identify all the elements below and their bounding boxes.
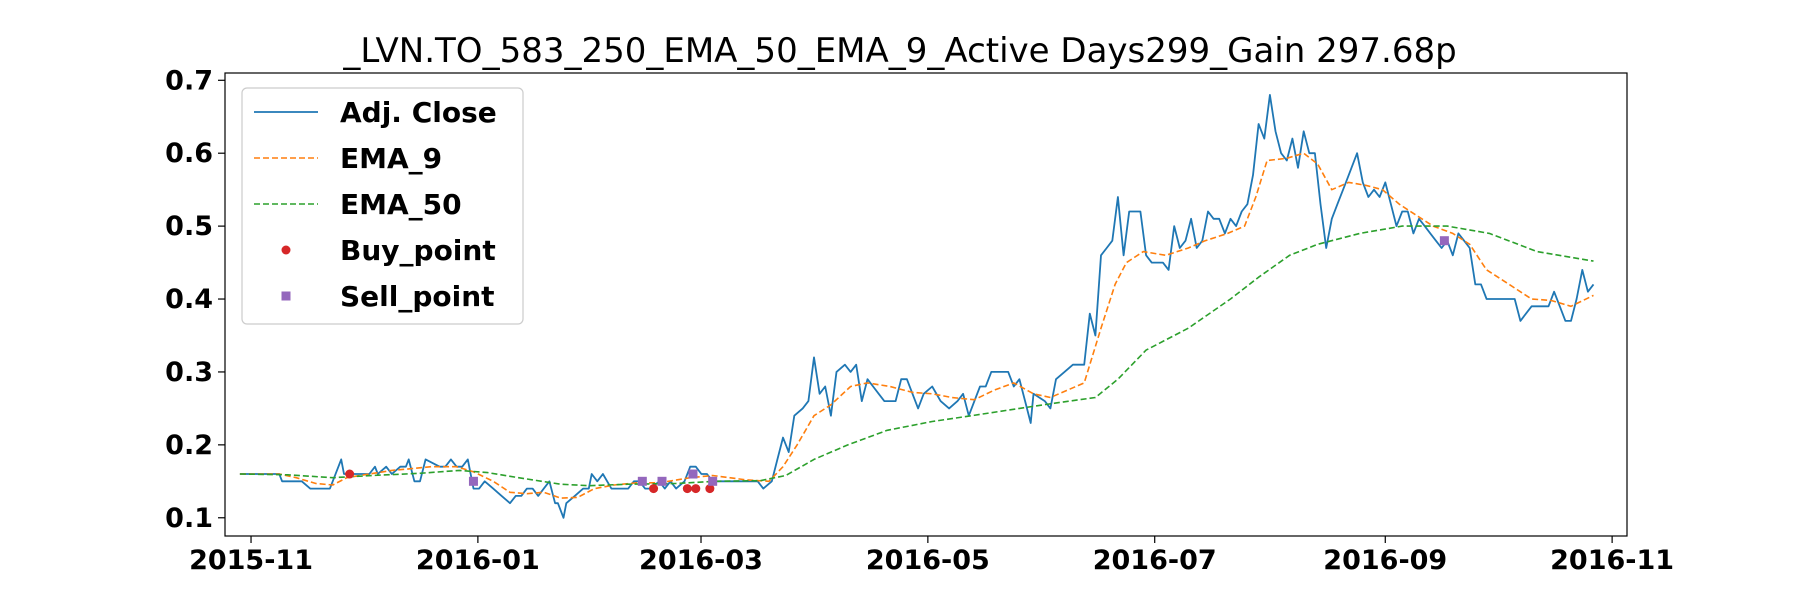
legend-label-adj-close: Adj. Close (340, 96, 497, 129)
legend-frame (241, 87, 524, 325)
legend: Adj. Close EMA_9 EMA_50 Buy_point Sell_point (241, 87, 524, 325)
x-tick-label: 2016-11 (1550, 545, 1674, 576)
y-tick-label: 0.4 (165, 284, 213, 315)
y-tick-label: 0.5 (165, 211, 213, 242)
y-tick-label: 0.3 (165, 357, 213, 388)
legend-label-buy-point: Buy_point (340, 234, 496, 267)
sell-point-marker (637, 476, 647, 486)
y-tick-label: 0.6 (165, 138, 213, 169)
adj-close-series-line (239, 94, 1595, 519)
sell-point-marker (657, 476, 667, 486)
chart-title: _LVN.TO_583_250_EMA_50_EMA_9_Active Days… (342, 31, 1456, 71)
ema-50-series-line (239, 225, 1594, 487)
x-tick-label: 2015-11 (189, 545, 313, 576)
y-tick-label: 0.7 (165, 65, 213, 96)
buy-point-marker (705, 484, 715, 494)
legend-swatch-buy-point (281, 245, 291, 255)
x-tick-label: 2016-09 (1323, 545, 1447, 576)
axes-layer: 2015-11 2016-01 2016-03 2016-05 2016-07 2016-… (165, 65, 1674, 576)
series-layer (239, 94, 1595, 519)
plot-area (224, 72, 1628, 537)
x-tick-label: 2016-07 (1093, 545, 1217, 576)
legend-label-ema-50: EMA_50 (340, 188, 462, 221)
y-tick-label: 0.1 (165, 503, 213, 534)
sell-point-marker (688, 469, 698, 479)
sell-point-marker (708, 476, 718, 486)
buy-point-marker (649, 484, 659, 494)
ema-9-series-line (239, 152, 1594, 499)
sell-point-marker (1439, 236, 1449, 246)
buy-point-marker (682, 484, 692, 494)
buy-point-marker (691, 484, 701, 494)
legend-label-ema-9: EMA_9 (340, 142, 442, 175)
x-tick-label: 2016-05 (866, 545, 990, 576)
legend-label-sell-point: Sell_point (340, 280, 495, 313)
x-tick-label: 2016-03 (639, 545, 763, 576)
y-tick-label: 0.2 (165, 430, 213, 461)
buy-point-marker (345, 469, 355, 479)
legend-swatch-sell-point (281, 291, 291, 301)
sell-point-marker (468, 476, 478, 486)
x-tick-label: 2016-01 (416, 545, 540, 576)
